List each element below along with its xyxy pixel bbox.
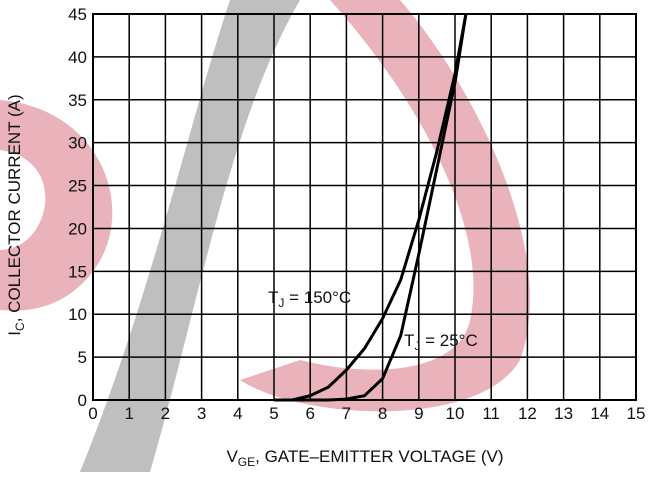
plot-frame (92, 13, 637, 401)
curve-label: TJ = 25°C (404, 331, 478, 353)
x-tick-label: 5 (269, 404, 278, 423)
x-tick-label: 8 (378, 404, 387, 423)
x-tick-label: 11 (482, 404, 500, 423)
x-tick-label: 3 (197, 404, 206, 423)
curve-label-main: T (268, 288, 278, 307)
y-tick-label: 15 (68, 262, 87, 281)
x-axis-title: VGE, GATE–EMITTER VOLTAGE (V) (226, 447, 503, 469)
y-axis-title-rest: , COLLECTOR CURRENT (A) (5, 94, 24, 322)
x-tick-label: 7 (342, 404, 351, 423)
x-tick-label: 12 (518, 404, 537, 423)
y-tick-label: 45 (68, 5, 87, 24)
watermark (0, 0, 530, 472)
curve-label-rest: = 25°C (420, 331, 477, 350)
x-tick-label: 10 (446, 404, 465, 423)
y-tick-label: 5 (78, 348, 87, 367)
series-line (274, 13, 468, 402)
x-axis-title-main: V (226, 447, 238, 466)
x-tick-label: 4 (233, 404, 242, 423)
x-tick-label: 13 (554, 404, 573, 423)
x-axis-title-rest: , GATE–EMITTER VOLTAGE (V) (255, 447, 503, 466)
curve-label-sub: J (414, 339, 420, 353)
x-tick-label: 0 (88, 404, 97, 423)
x-tick-label: 14 (590, 404, 609, 423)
series-line (274, 13, 468, 402)
x-tick-label: 1 (124, 404, 133, 423)
y-tick-label: 40 (68, 48, 87, 67)
x-tick-label: 9 (414, 404, 423, 423)
y-tick-label: 30 (68, 134, 87, 153)
y-axis-title-main: I (5, 331, 24, 336)
curve-label: TJ = 150°C (268, 288, 351, 310)
curve-label-rest: = 150°C (284, 288, 351, 307)
y-tick-label: 0 (78, 391, 87, 410)
y-tick-label: 35 (68, 91, 87, 110)
x-axis-title-sub: GE (238, 455, 255, 469)
curve-label-sub: J (278, 296, 284, 310)
y-axis-title-sub: C (13, 322, 27, 331)
curve-label-main: T (404, 331, 414, 350)
y-axis-title: IC, COLLECTOR CURRENT (A) (5, 94, 27, 335)
y-tick-label: 20 (68, 219, 87, 238)
y-tick-label: 25 (68, 177, 87, 196)
x-tick-label: 6 (305, 404, 314, 423)
x-tick-label: 2 (161, 404, 170, 423)
y-tick-label: 10 (68, 305, 87, 324)
x-tick-label: 15 (627, 404, 646, 423)
